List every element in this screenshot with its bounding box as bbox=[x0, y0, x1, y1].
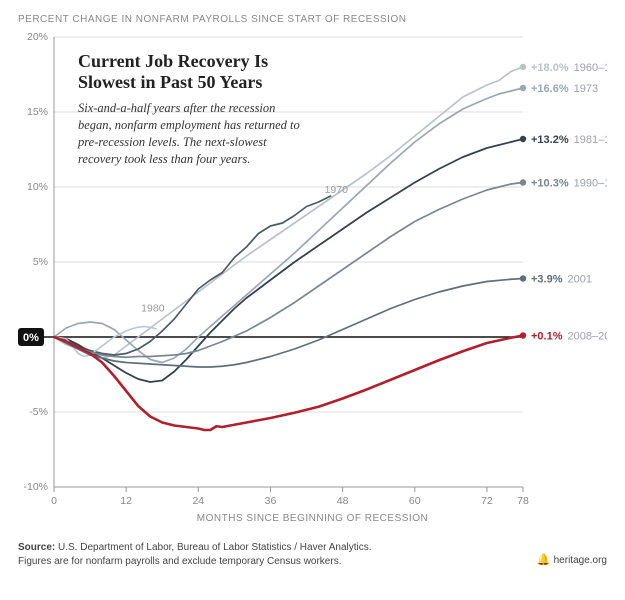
svg-text:+0.1%2008–2009: +0.1%2008–2009 bbox=[531, 331, 607, 343]
source-note: Figures are for nonfarm payrolls and exc… bbox=[18, 555, 607, 569]
y-axis-title: PERCENT CHANGE IN NONFARM PAYROLLS SINCE… bbox=[18, 14, 607, 25]
logo: 🔔heritage.org bbox=[537, 553, 607, 568]
svg-text:5%: 5% bbox=[33, 256, 48, 268]
svg-text:+3.9%2001: +3.9%2001 bbox=[531, 274, 592, 286]
source-label: Source: bbox=[18, 542, 55, 553]
svg-text:12: 12 bbox=[120, 495, 132, 507]
chart-area: Current Job Recovery Is Slowest in Past … bbox=[18, 29, 607, 527]
headline-subtitle: Six-and-a-half years after the recession… bbox=[78, 100, 308, 168]
svg-text:-10%: -10% bbox=[23, 481, 48, 493]
svg-text:78: 78 bbox=[517, 495, 529, 507]
svg-text:10%: 10% bbox=[27, 181, 48, 193]
x-axis-title: MONTHS SINCE BEGINNING OF RECESSION bbox=[18, 513, 607, 524]
svg-text:1980: 1980 bbox=[141, 303, 165, 315]
svg-text:0: 0 bbox=[51, 495, 57, 507]
svg-text:0%: 0% bbox=[23, 332, 39, 344]
svg-text:+13.2%1981–1982: +13.2%1981–1982 bbox=[531, 134, 607, 146]
svg-text:20%: 20% bbox=[27, 31, 48, 43]
svg-text:-5%: -5% bbox=[29, 406, 48, 418]
logo-text: heritage.org bbox=[554, 555, 607, 566]
svg-text:1970: 1970 bbox=[325, 184, 349, 196]
svg-text:36: 36 bbox=[265, 495, 277, 507]
svg-text:60: 60 bbox=[409, 495, 421, 507]
svg-text:+16.6%1973: +16.6%1973 bbox=[531, 83, 598, 95]
bell-icon: 🔔 bbox=[537, 554, 551, 566]
svg-text:+10.3%1990–1991: +10.3%1990–1991 bbox=[531, 178, 607, 190]
svg-text:48: 48 bbox=[337, 495, 349, 507]
svg-text:+18.0%1960–1961: +18.0%1960–1961 bbox=[531, 62, 607, 74]
svg-text:72: 72 bbox=[481, 495, 493, 507]
svg-text:24: 24 bbox=[192, 495, 204, 507]
source-text: U.S. Department of Labor, Bureau of Labo… bbox=[55, 542, 371, 553]
chart-headline: Current Job Recovery Is Slowest in Past … bbox=[78, 51, 308, 168]
svg-text:15%: 15% bbox=[27, 106, 48, 118]
headline-title: Current Job Recovery Is Slowest in Past … bbox=[78, 51, 308, 93]
source-block: Source: U.S. Department of Labor, Bureau… bbox=[18, 541, 607, 568]
